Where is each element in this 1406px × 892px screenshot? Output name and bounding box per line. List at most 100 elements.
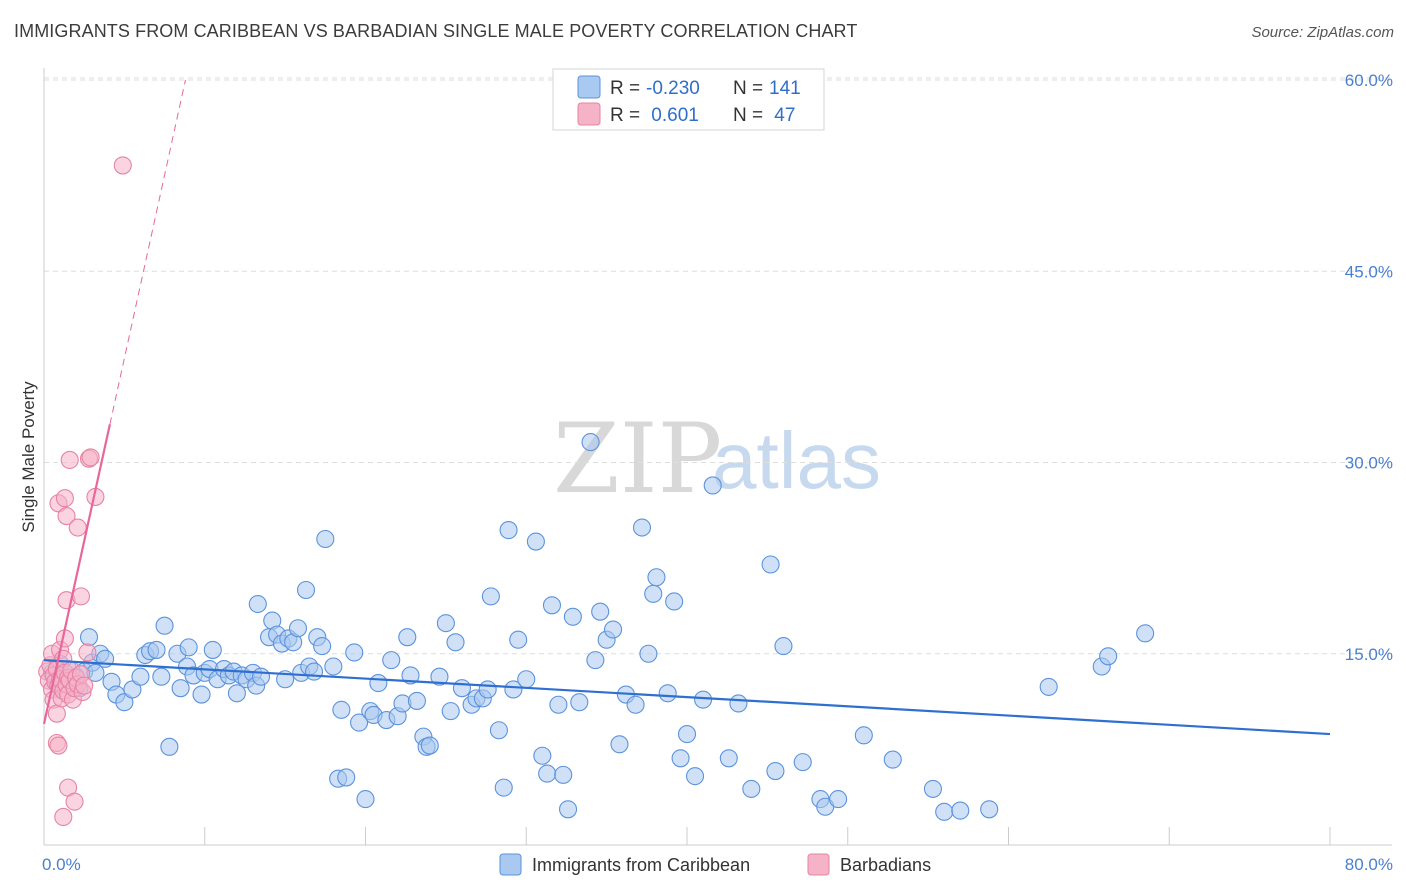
legend-n-label-1: N = — [733, 78, 763, 99]
caribbean-point-117 — [658, 684, 677, 703]
caribbean-point-135 — [883, 750, 902, 769]
legend-r-label-1: R = — [610, 78, 640, 99]
caribbean-point-129 — [774, 637, 793, 656]
caribbean-point-136 — [923, 779, 942, 798]
caribbean-point-124 — [719, 749, 738, 768]
caribbean-point-43 — [251, 667, 271, 686]
caribbean-point-84 — [452, 679, 472, 698]
trend-line-caribbean — [43, 659, 1331, 736]
caribbean-point-80 — [430, 667, 449, 686]
barbadian-point-46 — [78, 643, 97, 662]
barbadian-point-9 — [47, 704, 66, 723]
y-axis-label: Single Male Poverty — [19, 381, 38, 533]
y-tick-label-60: 60.0% — [1345, 71, 1393, 90]
caribbean-point-130 — [793, 753, 812, 772]
legend-n-value-1: 141 — [769, 78, 801, 99]
caribbean-point-81 — [436, 614, 455, 633]
caribbean-point-17 — [123, 680, 142, 699]
caribbean-point-142 — [1099, 647, 1118, 666]
caribbean-point-143 — [1136, 624, 1155, 643]
legend-n-label-2: N = — [733, 105, 763, 126]
caribbean-point-133 — [829, 790, 848, 809]
caribbean-point-18 — [131, 667, 150, 686]
caribbean-point-101 — [554, 765, 573, 784]
x-tick-label-max: 80.0% — [1345, 855, 1393, 874]
barbadian-point-29 — [75, 676, 94, 695]
caribbean-point-44 — [248, 594, 267, 614]
caribbean-point-71 — [382, 651, 401, 670]
barbadian-point-34 — [54, 807, 73, 827]
y-tick-labels: 15.0% 30.0% 45.0% 60.0% — [1345, 71, 1393, 664]
caribbean-point-97 — [533, 746, 552, 765]
barbadian-point-39 — [57, 506, 76, 526]
caribbean-point-96 — [526, 532, 545, 551]
caribbean-point-79 — [420, 736, 439, 755]
x-ticks — [204, 827, 1331, 845]
caribbean-point-30 — [192, 685, 211, 704]
caribbean-point-65 — [350, 713, 369, 732]
caribbean-point-139 — [980, 800, 999, 819]
caribbean-point-82 — [441, 702, 460, 721]
caribbean-point-16 — [115, 693, 134, 712]
caribbean-point-100 — [549, 695, 568, 714]
caribbean-point-21 — [147, 640, 166, 659]
caribbean-point-33 — [203, 640, 222, 659]
legend-r-value-1: -0.230 — [646, 78, 700, 99]
caribbean-point-127 — [761, 555, 780, 574]
caribbean-point-118 — [665, 592, 684, 611]
caribbean-point-75 — [401, 666, 420, 685]
caribbean-point-103 — [563, 607, 582, 626]
caribbean-point-102 — [558, 800, 578, 819]
caribbean-point-26 — [171, 679, 190, 698]
caribbean-point-62 — [337, 768, 356, 787]
caribbean-point-69 — [369, 674, 388, 693]
trend-lines — [42, 79, 1331, 736]
caribbean-point-88 — [478, 680, 497, 699]
caribbean-point-38 — [227, 684, 246, 703]
caribbean-point-119 — [671, 749, 690, 768]
trend-line-barbadians-extension — [109, 79, 186, 425]
caribbean-point-107 — [591, 602, 610, 621]
legend-swatch-blue — [577, 75, 601, 99]
barbadian-point-40 — [68, 518, 87, 537]
caribbean-point-113 — [632, 518, 652, 537]
caribbean-point-128 — [766, 761, 785, 781]
caribbean-point-60 — [324, 657, 343, 676]
caribbean-point-125 — [729, 694, 748, 713]
legend-n-value-2: 47 — [769, 105, 795, 126]
barbadian-point-45 — [113, 156, 132, 175]
caribbean-point-56 — [305, 662, 324, 681]
barbadian-point-31 — [49, 736, 68, 755]
caribbean-point-93 — [504, 680, 523, 699]
caribbean-point-66 — [356, 790, 375, 809]
bottom-legend-swatch-pink — [807, 853, 830, 876]
caribbean-point-122 — [694, 690, 713, 709]
caribbean-point-99 — [542, 596, 562, 615]
source-label: Source: ZipAtlas.com — [1251, 24, 1394, 41]
caribbean-point-106 — [586, 651, 605, 670]
caribbean-point-90 — [489, 721, 508, 740]
caribbean-point-95 — [517, 670, 536, 689]
caribbean-point-54 — [296, 580, 316, 600]
caribbean-point-98 — [538, 764, 557, 783]
caribbean-point-59 — [316, 529, 335, 549]
caribbean-point-9 — [79, 628, 99, 647]
barbadian-point-38 — [55, 489, 74, 508]
trend-line-barbadians — [42, 424, 111, 725]
caribbean-point-137 — [935, 802, 954, 821]
caribbean-point-89 — [481, 587, 500, 606]
caribbean-point-115 — [644, 584, 663, 603]
barbadian-point-43 — [81, 448, 100, 467]
series-barbadians — [38, 156, 132, 827]
caribbean-point-52 — [288, 619, 308, 638]
caribbean-point-121 — [685, 767, 705, 786]
caribbean-point-24 — [160, 737, 179, 756]
bottom-legend-swatch-blue — [499, 853, 522, 876]
caribbean-point-91 — [494, 778, 513, 797]
caribbean-point-28 — [179, 638, 198, 657]
caribbean-point-64 — [345, 643, 364, 662]
caribbean-point-74 — [398, 628, 417, 647]
watermark-zip: ZIP — [553, 403, 722, 515]
caribbean-point-92 — [499, 521, 518, 540]
